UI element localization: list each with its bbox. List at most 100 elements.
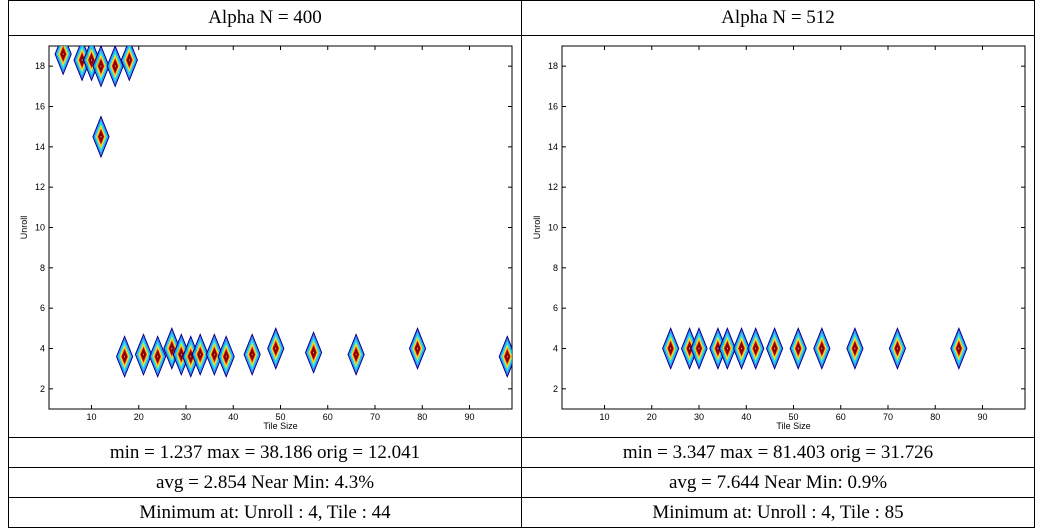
- contour-level: [771, 339, 779, 358]
- x-tick-label: 20: [134, 412, 144, 422]
- contour-level: [732, 327, 751, 370]
- contour-blob: [408, 327, 427, 370]
- contour-level: [149, 335, 167, 379]
- contour-level: [502, 344, 512, 369]
- contour-level: [121, 347, 129, 366]
- contour-level: [58, 46, 68, 66]
- contour-level: [96, 124, 106, 149]
- contour-level: [769, 336, 780, 361]
- y-tick-label: 10: [35, 223, 45, 233]
- contour-level: [94, 121, 108, 152]
- contour-level: [207, 336, 222, 373]
- x-tick-label: 60: [323, 412, 333, 422]
- contour-group: [54, 46, 512, 379]
- y-tick-label: 2: [40, 384, 45, 394]
- contour-level: [169, 341, 175, 356]
- contour-level: [123, 46, 136, 76]
- contour-level: [98, 129, 104, 144]
- contour-level: [667, 341, 674, 356]
- contour-blob: [813, 327, 831, 370]
- contour-level: [268, 330, 284, 367]
- contour-level: [119, 344, 130, 369]
- contour-level: [771, 341, 778, 356]
- contour-level: [696, 341, 702, 356]
- contour-blob: [120, 46, 138, 82]
- y-tick-label: 10: [548, 223, 558, 233]
- contour-blob: [149, 335, 167, 379]
- stats-minmax-right: min = 3.347 max = 81.403 orig = 31.726: [521, 437, 1035, 468]
- contour-blob: [217, 335, 235, 379]
- contour-level: [85, 46, 98, 76]
- x-tick-label: 80: [930, 412, 940, 422]
- x-tick-label: 50: [788, 412, 798, 422]
- contour-blob: [747, 327, 765, 370]
- x-tick-label: 30: [181, 412, 191, 422]
- contour-level: [55, 46, 71, 73]
- contour-level: [818, 339, 826, 358]
- stats-avg-right: avg = 7.644 Near Min: 0.9%: [521, 467, 1035, 498]
- contour-level: [210, 345, 218, 364]
- contour-blob: [846, 327, 864, 370]
- contour-level: [60, 47, 66, 62]
- contour-level: [124, 48, 135, 72]
- contour-level: [168, 339, 176, 358]
- contour-level: [718, 327, 736, 370]
- contour-level: [768, 333, 781, 364]
- contour-level: [304, 331, 323, 375]
- contour-level: [88, 53, 95, 68]
- contour-blob: [498, 335, 512, 379]
- y-tick-label: 16: [548, 102, 558, 112]
- contour-level: [767, 330, 782, 367]
- header-row: Alpha N = 400 Alpha N = 512: [8, 0, 1035, 36]
- contour-level: [738, 339, 746, 358]
- contour-level: [789, 327, 807, 370]
- contour-level: [208, 339, 221, 370]
- contour-level: [720, 330, 735, 367]
- x-tick-label: 70: [370, 412, 380, 422]
- contour-level: [351, 342, 361, 367]
- contour-level: [735, 333, 748, 364]
- contour-level: [499, 338, 512, 375]
- contour-level: [748, 330, 764, 367]
- contour-level: [848, 333, 861, 364]
- contour-level: [792, 333, 805, 364]
- contour-level: [752, 341, 759, 356]
- contour-level: [191, 333, 209, 377]
- contour-level: [205, 333, 223, 377]
- contour-level: [310, 343, 318, 362]
- x-axis-label: Tile Size: [263, 421, 297, 431]
- contour-level: [137, 339, 150, 370]
- y-tick-label: 6: [553, 303, 558, 313]
- y-tick-label: 8: [553, 263, 558, 273]
- contour-level: [891, 333, 904, 364]
- contour-level: [96, 54, 106, 79]
- contour-level: [244, 336, 260, 373]
- contour-level: [152, 344, 163, 369]
- contour-level: [150, 338, 165, 375]
- contour-blob: [766, 327, 784, 370]
- contour-level: [92, 115, 110, 159]
- contour-level: [662, 327, 680, 370]
- contour-level: [125, 51, 133, 69]
- contour-level: [267, 327, 285, 370]
- contour-level: [752, 339, 760, 358]
- contour-level: [723, 339, 731, 358]
- contour-level: [951, 330, 967, 367]
- contour-level: [248, 345, 256, 364]
- contour-level: [956, 341, 962, 356]
- contour-level: [176, 342, 187, 367]
- contour-level: [667, 339, 675, 358]
- contour-blob: [54, 46, 72, 76]
- x-tick-label: 20: [647, 412, 657, 422]
- contour-level: [694, 336, 704, 361]
- contour-level: [140, 345, 147, 364]
- stats-row-1: min = 1.237 max = 38.186 orig = 12.041 m…: [8, 437, 1035, 468]
- contour-level: [197, 347, 203, 362]
- contour-blob: [115, 335, 134, 379]
- contour-level: [414, 341, 421, 356]
- contour-level: [501, 341, 512, 372]
- stats-row-3: Minimum at: Unroll : 4, Tile : 44 Minimu…: [8, 497, 1035, 528]
- x-tick-label: 50: [275, 412, 285, 422]
- contour-level: [749, 333, 762, 364]
- contour-level: [111, 57, 119, 75]
